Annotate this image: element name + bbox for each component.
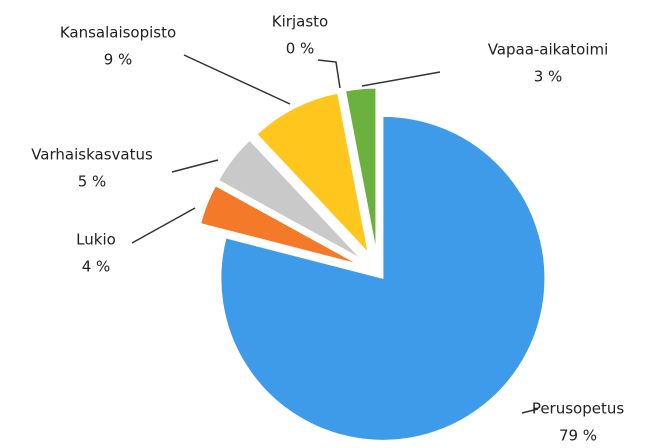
slice-label: Kansalaisopisto bbox=[60, 24, 176, 42]
pie-slice bbox=[217, 139, 361, 259]
slice-value-label: 79 % bbox=[559, 427, 597, 445]
slice-value-label: 3 % bbox=[534, 68, 563, 86]
leader-line bbox=[317, 59, 341, 89]
pie-slice bbox=[344, 87, 377, 251]
pie-slice bbox=[256, 92, 369, 254]
leader-line bbox=[361, 71, 441, 87]
leader-line bbox=[521, 408, 539, 414]
slice-value-label: 0 % bbox=[286, 40, 315, 58]
slice-label: Kirjasto bbox=[272, 13, 328, 31]
pie-slice bbox=[200, 185, 358, 265]
slice-label: Varhaiskasvatus bbox=[31, 146, 153, 164]
leader-line bbox=[183, 54, 291, 105]
slice-label: Perusopetus bbox=[532, 400, 625, 418]
slice-label: Vapaa-aikatoimi bbox=[488, 41, 609, 59]
leader-line bbox=[131, 207, 196, 244]
leader-line bbox=[171, 159, 219, 173]
slice-label: Lukio bbox=[76, 231, 116, 249]
slice-value-label: 5 % bbox=[78, 173, 107, 191]
slice-value-label: 4 % bbox=[82, 258, 111, 276]
slice-value-label: 9 % bbox=[104, 51, 133, 69]
pie-slice bbox=[220, 115, 546, 441]
